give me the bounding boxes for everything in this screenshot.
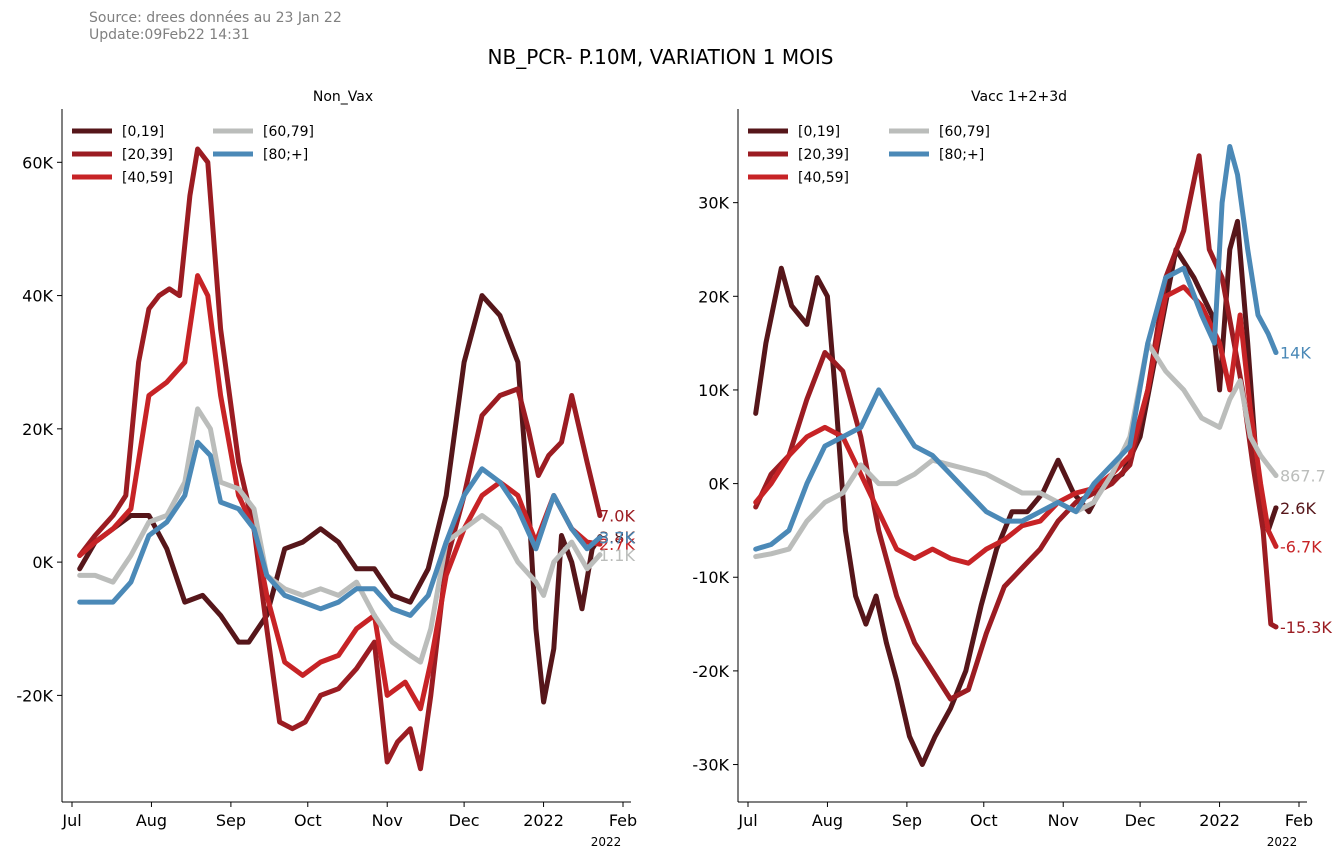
chart-panel-vacc: Vacc 1+2+3d -30K -20K -10K 0K 10K 20K 30K Jul Aug… (692, 89, 1332, 849)
y-tick-label: 0K (32, 553, 53, 572)
panel-title: Vacc 1+2+3d (971, 89, 1067, 105)
series-end-label: -15.3K (1280, 618, 1332, 637)
x-tick-label: Aug (812, 811, 843, 830)
y-tick-label: 60K (22, 153, 53, 172)
legend-label: [80;+] (263, 147, 308, 163)
legend-label: [0,19] (122, 124, 164, 140)
series-end-label: 2.6K (1280, 499, 1316, 518)
series-end-point (1273, 543, 1279, 549)
y-tick-label: -20K (16, 686, 53, 705)
source-note: Source: drees données au 23 Jan 22 Updat… (89, 10, 342, 44)
x-tick-label: 2022 (523, 811, 564, 830)
series-line-40-59 (753, 284, 1279, 566)
legend-label: [40,59] (122, 170, 173, 186)
series-end-point (1273, 472, 1279, 478)
legend-label: [60,79] (939, 124, 990, 140)
chart-panel-non-vax: Non_Vax -20K 0K 20K 40K 60K Jul Aug Sep Oct Nov Dec… (16, 89, 637, 849)
series-line-60-79 (753, 340, 1279, 560)
x-tick-label: 2022 (1199, 811, 1240, 830)
x-year-label: 2022 (591, 835, 622, 849)
series-line-80 (77, 439, 603, 618)
x-tick-label: Dec (449, 811, 480, 830)
x-tick-label: Feb (609, 811, 637, 830)
x-tick-label: Nov (372, 811, 403, 830)
x-tick-label: Sep (892, 811, 922, 830)
x-tick-label: Oct (294, 811, 322, 830)
x-tick-label: Sep (216, 811, 246, 830)
series-line-0-19 (77, 293, 603, 705)
series-end-point (1273, 349, 1279, 355)
series-end-point (1273, 624, 1279, 630)
series-end-label: 14K (1280, 343, 1311, 362)
y-tick-label: -30K (692, 756, 729, 775)
x-tick-label: Nov (1048, 811, 1079, 830)
series-line-60-79 (77, 406, 603, 665)
x-tick-label: Jul (737, 811, 757, 830)
y-tick-label: 30K (698, 194, 729, 213)
x-tick-label: Jul (61, 811, 81, 830)
main-title: NB_PCR- P.10M, VARIATION 1 MOIS (487, 45, 834, 69)
update-line: Update:09Feb22 14:31 (89, 27, 250, 43)
series-end-label: -6.7K (1280, 537, 1322, 556)
x-tick-label: Dec (1125, 811, 1156, 830)
series-line-80 (753, 144, 1279, 552)
y-tick-label: 10K (698, 381, 729, 400)
series-line-20-39 (753, 153, 1279, 702)
series-end-point (597, 534, 603, 540)
legend-label: [40,59] (798, 170, 849, 186)
series-end-label: 7.0K (599, 506, 635, 525)
legend-label: [60,79] (263, 124, 314, 140)
series-end-label: 1.1K (599, 546, 635, 565)
legend-label: [0,19] (798, 124, 840, 140)
series-end-point (597, 512, 603, 518)
series-line-20-39 (77, 146, 603, 772)
x-tick-label: Feb (1285, 811, 1313, 830)
y-tick-label: 20K (22, 420, 53, 439)
series-end-point (597, 552, 603, 558)
series-end-label: 3.7K (599, 528, 635, 547)
x-tick-label: Aug (136, 811, 167, 830)
legend-label: [20,39] (122, 147, 173, 163)
panel-title: Non_Vax (313, 89, 373, 105)
series-end-label: 2.7K (599, 535, 635, 554)
series-end-label: 3.8K (599, 528, 635, 547)
y-tick-label: 0K (708, 475, 729, 494)
y-tick-label: 20K (698, 287, 729, 306)
y-tick-label: -20K (692, 662, 729, 681)
series-end-label: 867.7 (1280, 466, 1326, 485)
y-tick-label: -10K (692, 568, 729, 587)
y-tick-label: 40K (22, 287, 53, 306)
series-end-point (1273, 505, 1279, 511)
series-end-point (597, 541, 603, 547)
x-tick-label: Oct (970, 811, 998, 830)
source-line: Source: drees données au 23 Jan 22 (89, 10, 342, 26)
legend-label: [80;+] (939, 147, 984, 163)
legend-label: [20,39] (798, 147, 849, 163)
series-line-40-59 (77, 273, 603, 712)
x-year-label: 2022 (1267, 835, 1298, 849)
